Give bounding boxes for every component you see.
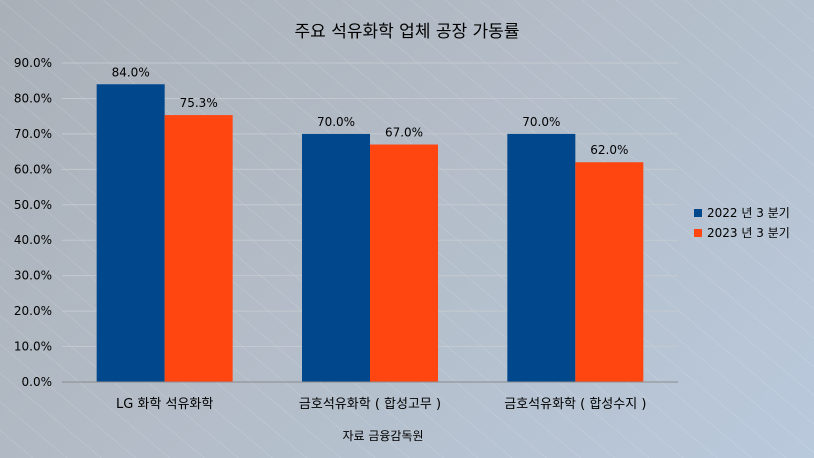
data-label: 70.0% [522,115,560,129]
data-label: 84.0% [112,65,150,79]
y-tick-label: 0.0% [22,375,53,389]
category-label: LG 화학 석유화학 [116,397,213,412]
y-tick-label: 50.0% [14,198,52,212]
x-axis-title: 자료 금융감독원 [342,429,423,443]
y-tick-label: 20.0% [14,304,52,318]
category-label: 금호석유화학 ( 합성고무 ) [299,397,441,412]
y-tick-label: 10.0% [14,340,52,354]
bar [164,115,233,382]
legend-swatch [694,209,702,217]
y-tick-label: 30.0% [14,269,52,283]
bar [370,144,438,382]
category-labels: LG 화학 석유화학 금호석유화학 ( 합성고무 ) 금호석유화학 ( 합성수지 ) [116,397,646,412]
data-label: 67.0% [385,126,423,140]
y-tick-label: 40.0% [14,233,52,247]
y-tick-label: 70.0% [14,127,52,141]
data-labels: 84.0% 75.3% 70.0% 67.0% 70.0% 62.0% [112,65,629,157]
y-axis-tick-labels: 0.0% 10.0% 20.0% 30.0% 40.0% 50.0% 60.0% 70.0% 8… [14,56,52,389]
bar [96,84,165,383]
data-label: 62.0% [590,143,628,157]
chart-title: 주요 석유화학 업체 공장 가동률 [295,22,520,42]
bar [575,162,644,382]
data-label: 75.3% [180,96,218,110]
bars [96,84,644,383]
legend: 2022 년 3 분기 2023 년 3 분기 [694,206,790,240]
y-tick-label: 80.0% [14,91,52,105]
y-tick-label: 90.0% [14,56,52,70]
category-label: 금호석유화학 ( 합성수지 ) [504,397,646,412]
legend-label: 2022 년 3 분기 [707,206,790,220]
bar [507,133,576,382]
legend-label: 2023 년 3 분기 [707,226,790,240]
bar [302,133,370,382]
y-tick-label: 60.0% [14,162,52,176]
legend-swatch [694,229,702,237]
data-label: 70.0% [317,115,355,129]
